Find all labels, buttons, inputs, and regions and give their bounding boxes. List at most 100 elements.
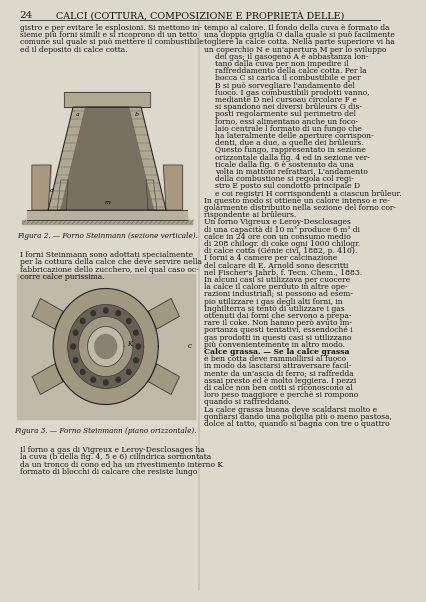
Text: fuoco. I gas combustibili prodotti vanno,: fuoco. I gas combustibili prodotti vanno… [214, 89, 368, 97]
Text: è ben cotta deve rammollirsi al fuoco: è ben cotta deve rammollirsi al fuoco [203, 355, 345, 363]
PathPatch shape [67, 305, 144, 388]
Text: In questo modo si ottiene un calore intenso e re-: In questo modo si ottiene un calore inte… [203, 197, 389, 205]
Text: B si può sorvegliare l'andamento del: B si può sorvegliare l'andamento del [214, 82, 354, 90]
Polygon shape [148, 364, 179, 394]
Text: assai presto ed è molto leggiera. I pezzi: assai presto ed è molto leggiera. I pezz… [203, 377, 355, 385]
Text: I forni Steinmann sono adottati specialmente: I forni Steinmann sono adottati specialm… [20, 251, 192, 259]
Polygon shape [27, 210, 187, 220]
Polygon shape [32, 299, 63, 329]
Text: di calce cotta (Génie civi, 1882, p. 410).: di calce cotta (Génie civi, 1882, p. 410… [203, 247, 356, 255]
Text: c: c [188, 343, 192, 350]
Polygon shape [64, 92, 150, 107]
Text: mediante D nel cursoau circolare F e: mediante D nel cursoau circolare F e [214, 96, 356, 104]
Text: b: b [134, 113, 138, 117]
Circle shape [133, 330, 138, 335]
Text: In alcuni casi si utilizzava per cuocere: In alcuni casi si utilizzava per cuocere [203, 276, 349, 284]
Text: stro E posto sul condotto principale D: stro E posto sul condotto principale D [214, 182, 359, 190]
Circle shape [80, 370, 85, 374]
Text: di calce non ben cotti si riconoscono al: di calce non ben cotti si riconoscono al [203, 384, 351, 392]
Text: tano dalla cuva per non impedire il: tano dalla cuva per non impedire il [214, 60, 348, 68]
Text: Un forno Vigreux e Leroy-Desclosages: Un forno Vigreux e Leroy-Desclosages [203, 219, 350, 226]
Text: Inghilterra si tentò di utilizzare i gas: Inghilterra si tentò di utilizzare i gas [203, 305, 343, 313]
Text: a: a [75, 113, 79, 117]
Text: gonfiarsi dando una poligilia più o meno pastosa,: gonfiarsi dando una poligilia più o meno… [203, 413, 391, 421]
Text: ed il deposito di calce cotta.: ed il deposito di calce cotta. [20, 46, 127, 54]
PathPatch shape [78, 317, 132, 376]
Polygon shape [48, 107, 166, 210]
Text: La calce grassa buona deve scaldarsi molto e: La calce grassa buona deve scaldarsi mol… [203, 406, 376, 414]
Text: sieme più forni simili e si ricoprono di un tetto: sieme più forni simili e si ricoprono di… [20, 31, 196, 39]
Text: Il forno a gas di Vigreux e Leroy-Desclosages ha: Il forno a gas di Vigreux e Leroy-Desclo… [20, 446, 204, 454]
Text: golarmente distribuito nella sezione del forno cor-: golarmente distribuito nella sezione del… [203, 204, 395, 212]
Text: ticale dalla fig. 6 è sostenuto da una: ticale dalla fig. 6 è sostenuto da una [214, 161, 353, 169]
Text: ottenuti dai forni che servono a prepa-: ottenuti dai forni che servono a prepa- [203, 312, 350, 320]
Text: d: d [50, 187, 54, 193]
Text: di 208 chilogr. di coke ogni 1000 chilogr.: di 208 chilogr. di coke ogni 1000 chilog… [203, 240, 359, 248]
Text: del calcare di E. Arnold sono descritti: del calcare di E. Arnold sono descritti [203, 262, 347, 270]
Text: Calce grassa. — Se la calce grassa: Calce grassa. — Se la calce grassa [203, 348, 348, 356]
Text: fabbricazione dello zucchero, nel qual caso oc-: fabbricazione dello zucchero, nel qual c… [20, 265, 198, 273]
Polygon shape [163, 165, 182, 210]
Polygon shape [57, 180, 68, 210]
Circle shape [136, 344, 140, 349]
Text: razioni industriali; si possono ad esem-: razioni industriali; si possono ad esem- [203, 290, 352, 299]
Circle shape [126, 318, 131, 323]
Text: bocca C si carica il combustibile e per: bocca C si carica il combustibile e per [214, 75, 359, 82]
Text: Figura 2. — Forno Steinmann (sezione verticale).: Figura 2. — Forno Steinmann (sezione ver… [17, 232, 197, 240]
Circle shape [116, 377, 120, 382]
Polygon shape [32, 165, 51, 210]
Circle shape [126, 370, 131, 374]
Text: CALCI (COTTURA, COMPOSIZIONE E PROPRIETÀ DELLE): CALCI (COTTURA, COMPOSIZIONE E PROPRIETÀ… [56, 11, 343, 21]
Circle shape [80, 318, 85, 323]
PathPatch shape [53, 288, 158, 405]
Text: laio centrale l formato di un fungo che: laio centrale l formato di un fungo che [214, 125, 360, 133]
Circle shape [116, 311, 120, 315]
Text: posti regolarmente sul perimetro del: posti regolarmente sul perimetro del [214, 110, 355, 119]
Text: formato di blocchi di calcare che resiste lungo: formato di blocchi di calcare che resist… [20, 468, 196, 476]
Text: gistro e per evitare le esplosioni. Si mettono in-: gistro e per evitare le esplosioni. Si m… [20, 24, 201, 32]
Text: dolce al tatto, quando si bagna con tre o quattro: dolce al tatto, quando si bagna con tre … [203, 420, 389, 428]
Circle shape [91, 377, 95, 382]
Text: più convenientemente in altro modo.: più convenientemente in altro modo. [203, 341, 344, 349]
Text: pio utilizzare i gas degli alti forni, in: pio utilizzare i gas degli alti forni, i… [203, 297, 342, 306]
Text: portanza questi tentativi, essendoché i: portanza questi tentativi, essendoché i [203, 326, 351, 334]
Polygon shape [17, 274, 194, 419]
Polygon shape [148, 299, 179, 329]
Text: m: m [104, 199, 110, 205]
Text: un coperchio N e un'apertura M per lo sviluppo: un coperchio N e un'apertura M per lo sv… [203, 46, 385, 54]
Text: si spandono nei diversi brûleurs G dis-: si spandono nei diversi brûleurs G dis- [214, 103, 361, 111]
Text: comune sul quale si può mettere il combustibile: comune sul quale si può mettere il combu… [20, 39, 203, 46]
Text: Figura 3. — Forno Steinmann (piano orizzontale).: Figura 3. — Forno Steinmann (piano orizz… [14, 427, 196, 435]
Circle shape [91, 311, 95, 315]
Text: rispondente ai brûleurs.: rispondente ai brûleurs. [203, 211, 295, 219]
Text: calce in 24 ore con un consumo medio: calce in 24 ore con un consumo medio [203, 233, 350, 241]
Circle shape [103, 380, 108, 385]
Text: denti, due a due, a quelle dei brûleurs.: denti, due a due, a quelle dei brûleurs. [214, 139, 363, 147]
Text: nel Fischer's Jahrb. f. Tecn. Chem., 1883.: nel Fischer's Jahrb. f. Tecn. Chem., 188… [203, 269, 361, 277]
Text: forno, essi alimentano anche un foco-: forno, essi alimentano anche un foco- [214, 117, 357, 126]
Polygon shape [22, 220, 191, 224]
Circle shape [71, 344, 75, 349]
Polygon shape [146, 180, 157, 210]
Circle shape [95, 335, 116, 359]
Circle shape [73, 358, 78, 363]
Text: 24: 24 [20, 11, 33, 20]
Text: quando si raffreddano.: quando si raffreddano. [203, 399, 290, 406]
Text: ha lateralmente delle aperture corrispon-: ha lateralmente delle aperture corrispon… [214, 132, 372, 140]
Text: I forni a 4 camere per calcinazione: I forni a 4 camere per calcinazione [203, 255, 336, 262]
Text: e coi registri H corrispondenti a ciascun brûleur.: e coi registri H corrispondenti a ciascu… [214, 190, 400, 197]
Text: della combustione si regola col regi-: della combustione si regola col regi- [214, 175, 353, 183]
Circle shape [73, 330, 78, 335]
Text: raffreddamento della calce cotta. Per la: raffreddamento della calce cotta. Per la [214, 67, 366, 75]
Text: rare il coke. Non hanno però avuto im-: rare il coke. Non hanno però avuto im- [203, 319, 351, 327]
Text: per la cottura della calce che deve servire nella: per la cottura della calce che deve serv… [20, 258, 201, 267]
Text: corre calce purissima.: corre calce purissima. [20, 273, 104, 281]
Circle shape [103, 308, 108, 313]
Text: K: K [127, 341, 132, 349]
Text: mente da un'ascia di ferro; si raffredda: mente da un'ascia di ferro; si raffredda [203, 370, 353, 377]
Circle shape [133, 358, 138, 363]
Text: tempo al calore. Il fondo della cuva è formato da: tempo al calore. Il fondo della cuva è f… [203, 24, 389, 32]
Text: Questo fungo, rappresentato in sezione: Questo fungo, rappresentato in sezione [214, 146, 365, 154]
Text: togliere la calce cotta. Nella parte superiore vi ha: togliere la calce cotta. Nella parte sup… [203, 39, 394, 46]
Text: orizzontale dalla fig. 4 ed in sezione ver-: orizzontale dalla fig. 4 ed in sezione v… [214, 154, 368, 161]
